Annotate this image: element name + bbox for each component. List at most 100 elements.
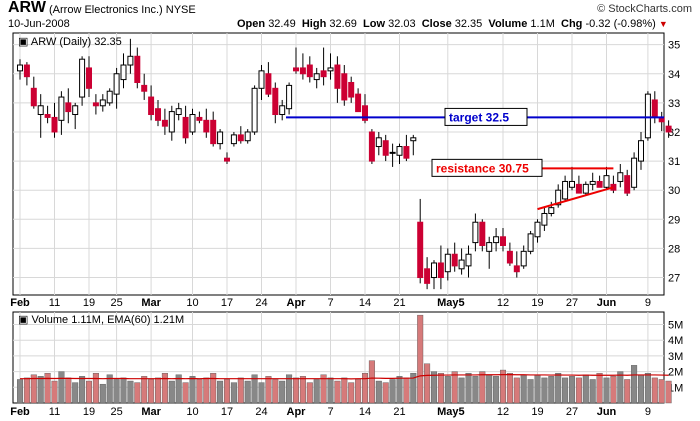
volume-bar xyxy=(313,379,320,404)
volume-bar xyxy=(23,377,30,404)
candle-body xyxy=(382,140,389,156)
candle-body xyxy=(306,64,313,78)
volume-bar xyxy=(279,380,286,404)
volume-bar xyxy=(127,380,134,404)
volume-bar xyxy=(548,376,555,404)
price-x-label: 10 xyxy=(186,297,198,309)
volume-bar xyxy=(320,374,327,404)
candle-body xyxy=(251,87,258,133)
candle-body xyxy=(155,108,161,121)
volume-x-label: 21 xyxy=(393,406,405,418)
volume-tick-label: 4M xyxy=(668,335,683,347)
candle-body xyxy=(196,116,203,121)
candle-body xyxy=(286,84,293,110)
volume-bar xyxy=(79,376,86,404)
candle-body xyxy=(224,157,230,162)
candle-body xyxy=(493,236,500,244)
candle-body xyxy=(237,134,244,142)
candle-body xyxy=(479,221,486,247)
volume-bar xyxy=(610,376,617,404)
chg-label: Chg xyxy=(561,18,583,30)
candle-body xyxy=(513,265,520,273)
candle-body xyxy=(368,131,375,162)
ema-line xyxy=(20,374,669,380)
low-value: 32.03 xyxy=(388,18,416,30)
candle-body xyxy=(313,73,320,81)
price-legend-text: ARW (Daily) 32.35 xyxy=(31,36,122,48)
volume-bar xyxy=(286,374,293,404)
volume-bar xyxy=(589,379,596,404)
candle-body xyxy=(603,175,610,188)
candle-body xyxy=(72,105,79,116)
candle-body xyxy=(182,116,189,139)
volume-x-label: 10 xyxy=(186,406,198,418)
volume-x-label: Feb xyxy=(10,406,30,418)
candle-body xyxy=(417,221,424,279)
volume-bar xyxy=(493,376,500,404)
volume-bar xyxy=(244,380,251,404)
volume-x-label: Mar xyxy=(141,406,161,418)
volume-bar xyxy=(327,377,334,404)
volume-bar xyxy=(506,372,513,404)
quote-date: 10-Jun-2008 xyxy=(8,18,70,30)
support-trendline xyxy=(537,186,614,211)
candle-body xyxy=(141,84,148,92)
candle-body xyxy=(527,233,534,252)
candle-body xyxy=(86,67,92,89)
price-x-label: 7 xyxy=(327,297,333,309)
resistance-box xyxy=(431,158,543,177)
price-x-axis: Feb 11 19 25 Mar 10 17 24 Apr 7 14 21 May 12 19 27 Jun 9 5 xyxy=(10,297,651,309)
volume-x-label: 14 xyxy=(359,406,371,418)
price-x-label: Apr xyxy=(287,297,307,309)
volume-bar xyxy=(479,371,486,404)
candle-body xyxy=(258,70,265,89)
volume-bar xyxy=(596,372,603,404)
volume-x-label: 11 xyxy=(49,406,60,418)
volume-bar xyxy=(230,382,237,404)
price-x-label: Mar xyxy=(141,297,161,309)
price-x-label: May xyxy=(437,297,459,309)
candle-body xyxy=(624,175,631,194)
volume-bar xyxy=(555,372,562,404)
volume-bar xyxy=(37,376,44,404)
volume-tick-label: 2M xyxy=(668,367,683,379)
volume-bar xyxy=(306,382,313,404)
candles xyxy=(17,38,672,290)
candle-body xyxy=(389,151,396,154)
candle-body xyxy=(92,102,99,107)
volume-tick-label: 3M xyxy=(668,351,683,363)
volume-bar xyxy=(569,376,576,404)
candle-body xyxy=(175,108,182,116)
volume-bar xyxy=(389,379,396,404)
volume-x-label: 19 xyxy=(531,406,543,418)
down-arrow-icon: ▼ xyxy=(658,19,668,29)
volume-bar xyxy=(582,374,589,404)
price-x-label: 11 xyxy=(49,297,60,309)
high-label: High xyxy=(301,18,327,30)
volume-bar xyxy=(562,377,569,404)
exchange-name: NYSE xyxy=(165,4,196,16)
volume-bar xyxy=(134,382,141,404)
candle-body xyxy=(396,146,403,156)
volume-x-label: 19 xyxy=(83,406,95,418)
candle-body xyxy=(127,55,134,66)
candle-body xyxy=(161,119,168,127)
may-day-label: 5 xyxy=(459,406,465,418)
volume-bar xyxy=(196,379,203,404)
volume-value: 1.1M xyxy=(530,18,555,30)
candle-body xyxy=(99,99,106,107)
volume-bar xyxy=(644,372,651,404)
copyright-link[interactable]: © StockCharts.com xyxy=(597,3,692,15)
candle-body xyxy=(341,73,348,101)
volume-x-label: 12 xyxy=(497,406,509,418)
ticker-symbol: ARW xyxy=(8,0,46,16)
volume-bar xyxy=(44,372,51,404)
candle-body xyxy=(327,67,334,72)
volume-bar xyxy=(99,383,106,404)
candle-body xyxy=(500,236,506,247)
resistance-label: resistance 30.75 xyxy=(436,161,529,175)
volume-bar xyxy=(182,382,189,404)
price-tick-label: 30 xyxy=(668,185,680,197)
